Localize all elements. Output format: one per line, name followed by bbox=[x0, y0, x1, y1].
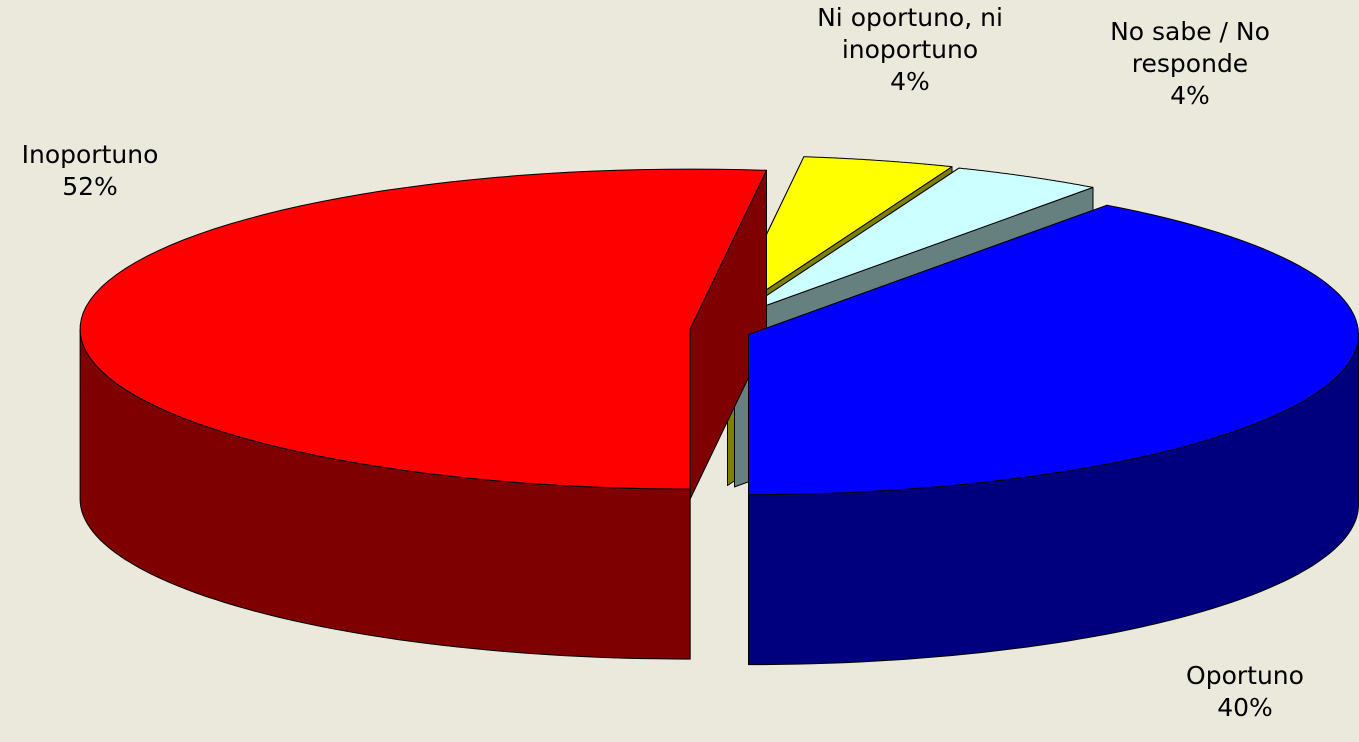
slice-top bbox=[734, 167, 1094, 318]
slice-top bbox=[727, 156, 953, 316]
slice-top bbox=[79, 168, 767, 490]
data-label-value: 40% bbox=[1217, 693, 1273, 722]
label-line: Oportuno bbox=[1186, 661, 1304, 690]
label-line: No sabe / No bbox=[1110, 17, 1270, 46]
data-label-value: 4% bbox=[890, 67, 930, 96]
slice bbox=[79, 168, 767, 660]
label-line: inoportuno bbox=[842, 35, 978, 64]
data-label-value: 52% bbox=[62, 172, 118, 201]
data-label-name: Ni oportuno, ni inoportuno bbox=[817, 3, 1003, 64]
label-line: Ni oportuno, ni bbox=[817, 3, 1003, 32]
slice-top bbox=[748, 204, 1359, 496]
data-label-name: Inoportuno bbox=[22, 140, 159, 169]
label-line: Inoportuno bbox=[22, 140, 159, 169]
label-line: responde bbox=[1132, 49, 1248, 78]
data-label-name: Oportuno bbox=[1186, 661, 1304, 690]
data-label-name: No sabe / No responde bbox=[1110, 17, 1270, 78]
data-label-value: 4% bbox=[1170, 81, 1210, 110]
slice bbox=[748, 204, 1359, 666]
